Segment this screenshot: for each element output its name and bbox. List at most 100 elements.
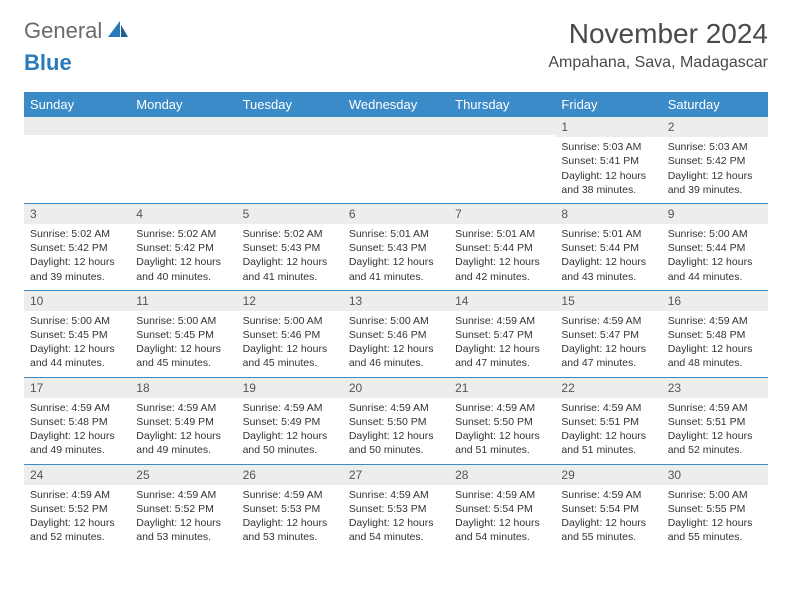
sunrise-text: Sunrise: 4:59 AM — [349, 488, 443, 502]
day-content: Sunrise: 4:59 AMSunset: 5:50 PMDaylight:… — [449, 398, 555, 464]
day-content: Sunrise: 4:59 AMSunset: 5:53 PMDaylight:… — [237, 485, 343, 551]
day-content: Sunrise: 4:59 AMSunset: 5:50 PMDaylight:… — [343, 398, 449, 464]
sunset-text: Sunset: 5:43 PM — [349, 241, 443, 255]
calendar-cell: 7Sunrise: 5:01 AMSunset: 5:44 PMDaylight… — [449, 203, 555, 290]
sunrise-text: Sunrise: 4:59 AM — [243, 401, 337, 415]
day-content: Sunrise: 5:00 AMSunset: 5:45 PMDaylight:… — [130, 311, 236, 377]
calendar-cell: 2Sunrise: 5:03 AMSunset: 5:42 PMDaylight… — [662, 117, 768, 203]
daylight-text: Daylight: 12 hours and 38 minutes. — [561, 169, 655, 197]
calendar-cell: 14Sunrise: 4:59 AMSunset: 5:47 PMDayligh… — [449, 290, 555, 377]
day-number: 3 — [24, 204, 130, 224]
daylight-text: Daylight: 12 hours and 41 minutes. — [243, 255, 337, 283]
day-number: 30 — [662, 465, 768, 485]
calendar-cell — [449, 117, 555, 203]
day-number: 8 — [555, 204, 661, 224]
day-number: 28 — [449, 465, 555, 485]
sunset-text: Sunset: 5:44 PM — [455, 241, 549, 255]
sunrise-text: Sunrise: 4:59 AM — [561, 488, 655, 502]
day-content: Sunrise: 4:59 AMSunset: 5:47 PMDaylight:… — [449, 311, 555, 377]
calendar-cell: 6Sunrise: 5:01 AMSunset: 5:43 PMDaylight… — [343, 203, 449, 290]
day-number: 9 — [662, 204, 768, 224]
calendar-cell: 21Sunrise: 4:59 AMSunset: 5:50 PMDayligh… — [449, 377, 555, 464]
day-number: 2 — [662, 117, 768, 137]
sunset-text: Sunset: 5:51 PM — [668, 415, 762, 429]
calendar-cell: 20Sunrise: 4:59 AMSunset: 5:50 PMDayligh… — [343, 377, 449, 464]
sunset-text: Sunset: 5:44 PM — [668, 241, 762, 255]
sunrise-text: Sunrise: 4:59 AM — [136, 488, 230, 502]
daylight-text: Daylight: 12 hours and 44 minutes. — [668, 255, 762, 283]
calendar-cell: 12Sunrise: 5:00 AMSunset: 5:46 PMDayligh… — [237, 290, 343, 377]
calendar-row: 1Sunrise: 5:03 AMSunset: 5:41 PMDaylight… — [24, 117, 768, 203]
daylight-text: Daylight: 12 hours and 51 minutes. — [561, 429, 655, 457]
sunrise-text: Sunrise: 4:59 AM — [668, 314, 762, 328]
calendar-cell: 1Sunrise: 5:03 AMSunset: 5:41 PMDaylight… — [555, 117, 661, 203]
day-content: Sunrise: 4:59 AMSunset: 5:48 PMDaylight:… — [24, 398, 130, 464]
day-number: 7 — [449, 204, 555, 224]
calendar-row: 24Sunrise: 4:59 AMSunset: 5:52 PMDayligh… — [24, 464, 768, 550]
calendar-cell — [24, 117, 130, 203]
sunrise-text: Sunrise: 5:00 AM — [30, 314, 124, 328]
sunset-text: Sunset: 5:49 PM — [136, 415, 230, 429]
sunrise-text: Sunrise: 5:01 AM — [349, 227, 443, 241]
sunrise-text: Sunrise: 5:00 AM — [668, 488, 762, 502]
daylight-text: Daylight: 12 hours and 53 minutes. — [136, 516, 230, 544]
day-content: Sunrise: 4:59 AMSunset: 5:53 PMDaylight:… — [343, 485, 449, 551]
daylight-text: Daylight: 12 hours and 39 minutes. — [30, 255, 124, 283]
day-content: Sunrise: 4:59 AMSunset: 5:49 PMDaylight:… — [130, 398, 236, 464]
daylight-text: Daylight: 12 hours and 49 minutes. — [30, 429, 124, 457]
calendar-table: Sunday Monday Tuesday Wednesday Thursday… — [24, 92, 768, 550]
calendar-row: 10Sunrise: 5:00 AMSunset: 5:45 PMDayligh… — [24, 290, 768, 377]
daylight-text: Daylight: 12 hours and 47 minutes. — [455, 342, 549, 370]
daylight-text: Daylight: 12 hours and 47 minutes. — [561, 342, 655, 370]
day-content: Sunrise: 5:00 AMSunset: 5:46 PMDaylight:… — [237, 311, 343, 377]
day-content: Sunrise: 4:59 AMSunset: 5:51 PMDaylight:… — [555, 398, 661, 464]
day-number: 29 — [555, 465, 661, 485]
day-content: Sunrise: 5:00 AMSunset: 5:55 PMDaylight:… — [662, 485, 768, 551]
sunset-text: Sunset: 5:52 PM — [136, 502, 230, 516]
calendar-cell: 22Sunrise: 4:59 AMSunset: 5:51 PMDayligh… — [555, 377, 661, 464]
sunset-text: Sunset: 5:45 PM — [136, 328, 230, 342]
sunrise-text: Sunrise: 5:02 AM — [243, 227, 337, 241]
logo: General — [24, 18, 132, 44]
daylight-text: Daylight: 12 hours and 43 minutes. — [561, 255, 655, 283]
weekday-header: Saturday — [662, 92, 768, 117]
calendar-cell: 11Sunrise: 5:00 AMSunset: 5:45 PMDayligh… — [130, 290, 236, 377]
sunset-text: Sunset: 5:50 PM — [455, 415, 549, 429]
sunrise-text: Sunrise: 4:59 AM — [561, 401, 655, 415]
day-number: 12 — [237, 291, 343, 311]
sunrise-text: Sunrise: 5:02 AM — [30, 227, 124, 241]
day-number: 5 — [237, 204, 343, 224]
daylight-text: Daylight: 12 hours and 55 minutes. — [561, 516, 655, 544]
sunrise-text: Sunrise: 5:01 AM — [561, 227, 655, 241]
calendar-cell: 19Sunrise: 4:59 AMSunset: 5:49 PMDayligh… — [237, 377, 343, 464]
calendar-row: 17Sunrise: 4:59 AMSunset: 5:48 PMDayligh… — [24, 377, 768, 464]
calendar-cell: 29 Sunrise: 4:59 AMSunset: 5:54 PMDayligh… — [555, 464, 661, 550]
sunrise-text: Sunrise: 4:59 AM — [30, 488, 124, 502]
day-content: Sunrise: 4:59 AMSunset: 5:52 PMDaylight:… — [24, 485, 130, 551]
calendar-cell: 10Sunrise: 5:00 AMSunset: 5:45 PMDayligh… — [24, 290, 130, 377]
sunset-text: Sunset: 5:45 PM — [30, 328, 124, 342]
day-number: 19 — [237, 378, 343, 398]
calendar-cell — [343, 117, 449, 203]
calendar-cell: 9Sunrise: 5:00 AMSunset: 5:44 PMDaylight… — [662, 203, 768, 290]
day-number: 4 — [130, 204, 236, 224]
daylight-text: Daylight: 12 hours and 46 minutes. — [349, 342, 443, 370]
day-content: Sunrise: 5:02 AMSunset: 5:43 PMDaylight:… — [237, 224, 343, 290]
day-number: 18 — [130, 378, 236, 398]
daylight-text: Daylight: 12 hours and 45 minutes. — [136, 342, 230, 370]
day-content: Sunrise: 5:01 AMSunset: 5:44 PMDaylight:… — [555, 224, 661, 290]
sunset-text: Sunset: 5:54 PM — [561, 502, 655, 516]
sunrise-text: Sunrise: 5:00 AM — [136, 314, 230, 328]
day-content: Sunrise: 5:03 AMSunset: 5:41 PMDaylight:… — [555, 137, 661, 203]
day-number — [343, 117, 449, 135]
day-content: Sunrise: 4:59 AMSunset: 5:52 PMDaylight:… — [130, 485, 236, 551]
sunset-text: Sunset: 5:53 PM — [349, 502, 443, 516]
sunrise-text: Sunrise: 4:59 AM — [668, 401, 762, 415]
day-number: 14 — [449, 291, 555, 311]
day-content: Sunrise: 4:59 AMSunset: 5:51 PMDaylight:… — [662, 398, 768, 464]
sunrise-text: Sunrise: 5:02 AM — [136, 227, 230, 241]
sunrise-text: Sunrise: 4:59 AM — [561, 314, 655, 328]
calendar-cell: 15Sunrise: 4:59 AMSunset: 5:47 PMDayligh… — [555, 290, 661, 377]
day-content: Sunrise: 5:00 AMSunset: 5:44 PMDaylight:… — [662, 224, 768, 290]
calendar-cell: 25Sunrise: 4:59 AMSunset: 5:52 PMDayligh… — [130, 464, 236, 550]
